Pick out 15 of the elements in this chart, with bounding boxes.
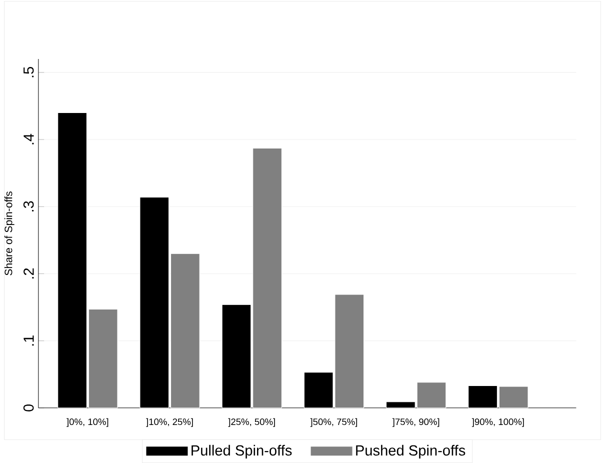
y-tick-label: .4 <box>24 134 34 144</box>
x-tick-label: ]90%, 100%] <box>472 418 524 427</box>
y-tick-label: .2 <box>24 268 34 278</box>
y-tick-label: .3 <box>23 201 34 212</box>
x-tick-label: ]50%, 75%] <box>310 418 358 427</box>
x-tick-label: ]10%, 25%] <box>146 418 193 427</box>
y-tick-label: .5 <box>24 66 34 78</box>
legend-label: Pulled Spin-offs <box>192 444 292 458</box>
x-tick-label: ]75%, 90%] <box>392 418 440 427</box>
y-axis-title: Share of Spin-offs <box>4 192 14 276</box>
legend-label: Pushed Spin-offs <box>356 444 466 458</box>
y-tick-label: .1 <box>24 335 34 346</box>
x-tick-label: ]0%, 10%] <box>66 418 108 427</box>
x-tick-label: ]25%, 50%] <box>228 418 275 427</box>
y-tick-label: 0 <box>23 404 34 412</box>
